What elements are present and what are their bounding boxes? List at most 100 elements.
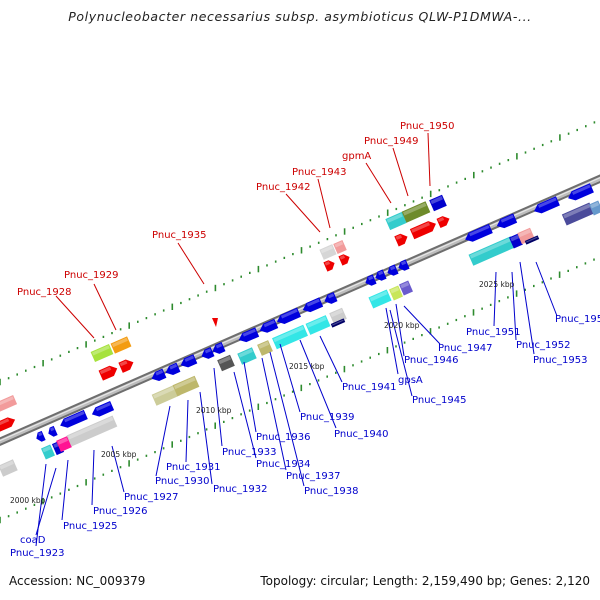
gene-label[interactable]: Pnuc_1926 [93,506,147,517]
gene-feature[interactable] [90,401,115,419]
gene-feature[interactable] [90,343,114,363]
gene-feature[interactable] [338,252,351,266]
gene-feature[interactable] [118,357,135,373]
gene-feature[interactable] [110,336,132,354]
gene-marker[interactable] [212,318,218,327]
topology-summary: Topology: circular; Length: 2,159,490 bp… [260,574,590,588]
gene-feature[interactable] [217,354,235,372]
gene-label[interactable]: Pnuc_1941 [342,382,396,393]
gene-label[interactable]: Pnuc_1946 [404,355,458,366]
scale-labels: 2000 kbp 2005 kbp 2010 kbp 2015 kbp 2020… [10,280,515,505]
gene-feature[interactable] [385,264,399,277]
gene-label[interactable]: Pnuc_1943 [292,167,346,178]
gene-label[interactable]: Pnuc_1951 [466,327,520,338]
gene-feature[interactable] [330,318,346,328]
gene-feature[interactable] [151,384,181,406]
gene-feature[interactable] [323,292,338,306]
gene-label[interactable]: Pnuc_1954 [555,314,600,325]
gene-feature[interactable] [363,274,377,287]
tick-marks [0,121,596,524]
gene-label[interactable]: Pnuc_1945 [412,395,466,406]
gene-feature[interactable] [34,430,46,443]
gene-feature[interactable] [257,340,273,356]
gene-feature[interactable] [495,213,518,230]
gene-feature[interactable] [561,202,595,226]
gene-feature[interactable] [385,211,407,231]
gene-feature[interactable] [275,307,301,327]
gene-feature[interactable] [56,436,72,452]
gene-feature[interactable] [98,363,120,381]
gene-feature[interactable] [172,375,200,397]
gene-feature[interactable] [401,201,431,223]
gene-feature[interactable] [0,459,18,477]
gene-label[interactable]: Pnuc_1940 [334,429,388,440]
gene-label[interactable]: gpmA [342,151,371,162]
map-title: Polynucleobacter necessarius subsp. asym… [68,9,532,24]
gene-label[interactable]: Pnuc_1950 [400,121,454,132]
gene-feature[interactable] [399,280,413,296]
gene-feature[interactable] [211,342,226,356]
gene-label[interactable]: Pnuc_1935 [152,230,206,241]
gene-label[interactable]: Pnuc_1947 [438,343,492,354]
gene-label[interactable]: Pnuc_1949 [364,136,418,147]
gene-label[interactable]: Pnuc_1936 [256,432,310,443]
gene-label[interactable]: Pnuc_1923 [10,548,64,559]
genome-backbone [0,174,600,446]
gene-feature[interactable] [41,444,55,460]
scale-label: 2015 kbp [289,362,325,371]
gene-label[interactable]: Pnuc_1934 [256,459,310,470]
gene-label[interactable]: Pnuc_1931 [166,462,220,473]
gene-feature[interactable] [436,214,452,228]
gene-label[interactable]: Pnuc_1952 [516,340,570,351]
gene-label[interactable]: Pnuc_1929 [64,270,118,281]
gene-feature[interactable] [319,244,337,260]
gene-feature[interactable] [301,297,324,314]
gene-feature[interactable] [58,409,88,430]
gene-label[interactable]: Pnuc_1932 [213,484,267,495]
gene-label[interactable]: Pnuc_1933 [222,447,276,458]
gene-feature[interactable] [200,347,215,361]
gene-feature[interactable] [429,194,447,212]
gene-feature[interactable] [0,395,18,413]
gene-feature[interactable] [468,236,516,266]
gene-features [0,183,600,477]
gene-feature[interactable] [589,200,600,216]
gene-feature[interactable] [323,258,336,272]
gene-feature[interactable] [532,196,560,216]
gene-feature[interactable] [389,285,403,301]
scale-label: 2025 kbp [479,280,515,289]
gene-feature[interactable] [0,415,17,433]
gene-feature[interactable] [164,362,181,378]
gene-feature[interactable] [237,347,257,365]
gene-feature[interactable] [258,318,279,335]
gene-label[interactable]: Pnuc_1930 [155,476,209,487]
gene-feature[interactable] [394,232,409,247]
gene-feature[interactable] [150,368,167,384]
gene-label[interactable]: Pnuc_1939 [300,412,354,423]
gene-feature[interactable] [66,415,118,447]
gene-feature[interactable] [373,269,387,282]
gene-feature[interactable] [524,235,540,245]
gene-label[interactable]: Pnuc_1937 [286,471,340,482]
gene-feature[interactable] [409,219,438,240]
gene-label[interactable]: Pnuc_1938 [304,486,358,497]
gene-feature[interactable] [237,327,260,344]
gene-feature[interactable] [305,315,331,335]
gene-label[interactable]: Pnuc_1927 [124,492,178,503]
gene-label[interactable]: Pnuc_1925 [63,521,117,532]
gene-feature[interactable] [46,425,58,438]
gene-label[interactable]: coaD [20,535,46,546]
gene-feature[interactable] [463,223,493,244]
gene-label[interactable]: Pnuc_1928 [17,287,71,298]
gene-label[interactable]: gpsA [398,375,423,386]
gene-feature[interactable] [272,324,308,350]
gene-feature[interactable] [179,354,198,370]
gene-feature[interactable] [368,289,392,309]
gene-feature[interactable] [333,239,347,255]
gene-feature[interactable] [396,259,410,272]
gene-label[interactable]: Pnuc_1942 [256,182,310,193]
gene-label[interactable]: Pnuc_1953 [533,355,587,366]
label-callout-lines [35,132,558,547]
gene-feature[interactable] [566,183,594,203]
